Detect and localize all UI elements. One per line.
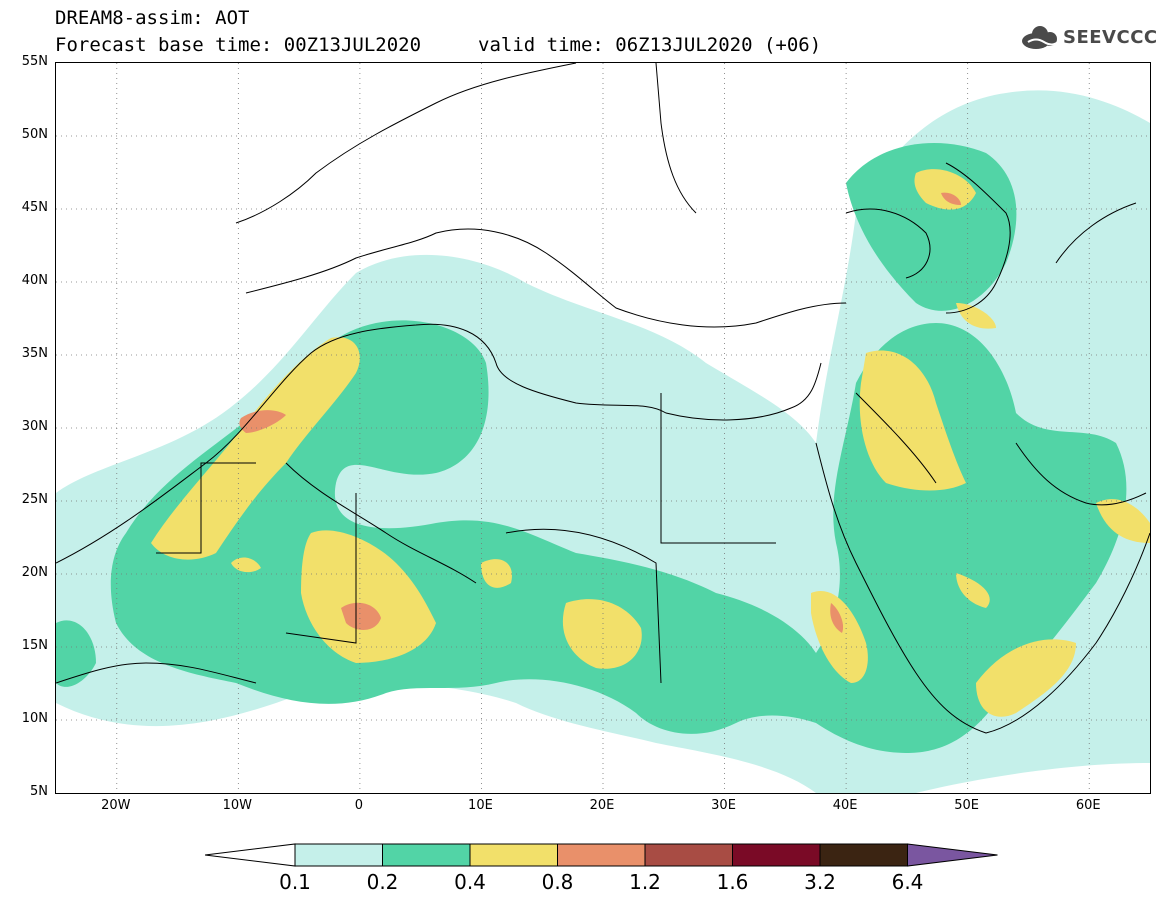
- colorbar-level-label: 1.6: [716, 870, 749, 894]
- colorbar-level-label: 0.4: [454, 870, 486, 894]
- graticule: [56, 63, 1150, 793]
- lat-tick-label: 30N: [21, 419, 48, 434]
- lat-tick-label: 10N: [21, 711, 48, 726]
- aot-level-0.4: [151, 169, 1150, 717]
- logo-text: SEEVCCC: [1063, 27, 1158, 48]
- lat-tick-label: 40N: [21, 273, 48, 288]
- colorbar-segment: [819, 843, 908, 867]
- aot-level-0.8: [239, 192, 961, 633]
- colorbar: [205, 843, 998, 867]
- colorbar-over-triangle: [907, 843, 998, 867]
- lon-tick-label: 60E: [1075, 798, 1101, 813]
- lon-tick-label: 10W: [222, 798, 253, 813]
- lat-tick-label: 5N: [30, 784, 48, 799]
- lat-tick-label: 55N: [21, 54, 48, 69]
- colorbar-level-label: 1.2: [629, 870, 661, 894]
- colorbar-under-triangle: [205, 843, 296, 867]
- map-panel[interactable]: [55, 62, 1151, 794]
- lon-tick-label: 40E: [832, 798, 858, 813]
- lat-tick-label: 15N: [21, 638, 48, 653]
- lon-tick-label: 0: [354, 798, 364, 813]
- lon-tick-label: 10E: [468, 798, 493, 813]
- lon-tick-label: 50E: [954, 798, 980, 813]
- lat-tick-label: 25N: [21, 492, 48, 507]
- colorbar-segment: [469, 843, 558, 867]
- cloud-logo-icon: [1022, 26, 1059, 49]
- lat-tick-label: 35N: [21, 346, 48, 361]
- lon-tick-label: 20E: [589, 798, 615, 813]
- lat-tick-label: 20N: [21, 565, 48, 580]
- lon-tick-label: 30E: [711, 798, 736, 813]
- aot-map: [56, 63, 1150, 793]
- valid-time-label: valid time: 06Z13JUL2020 (+06): [478, 34, 822, 56]
- colorbar-level-label: 0.1: [279, 870, 311, 894]
- colorbar-level-label: 6.4: [891, 870, 924, 894]
- lat-tick-label: 45N: [21, 200, 48, 215]
- base-time-label: Forecast base time: 00Z13JUL2020: [55, 34, 422, 56]
- map-title: DREAM8-assim: AOT: [55, 7, 250, 29]
- lat-tick-label: 50N: [21, 127, 48, 142]
- colorbar-segment: [644, 843, 733, 867]
- colorbar-level-label: 3.2: [804, 870, 836, 894]
- coastlines: [56, 63, 1150, 734]
- colorbar-level-label: 0.8: [541, 870, 574, 894]
- colorbar-level-label: 0.2: [366, 870, 399, 894]
- lon-tick-label: 20W: [101, 798, 131, 813]
- colorbar-segment: [732, 843, 821, 867]
- colorbar-segment: [294, 843, 383, 867]
- colorbar-segment: [557, 843, 646, 867]
- colorbar-segment: [382, 843, 471, 867]
